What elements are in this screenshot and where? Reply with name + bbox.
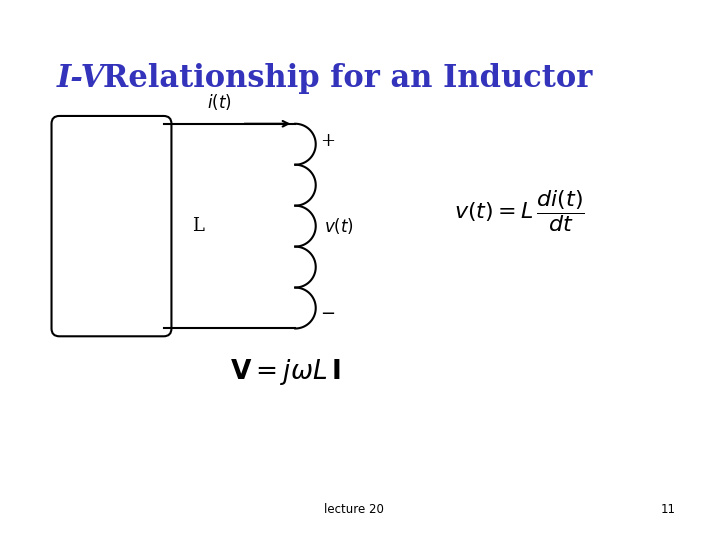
- Text: $\mathbf{V} = j\omega L\,\mathbf{I}$: $\mathbf{V} = j\omega L\,\mathbf{I}$: [230, 357, 341, 387]
- Text: I-V: I-V: [56, 63, 104, 94]
- Text: 11: 11: [660, 503, 675, 516]
- Text: L: L: [192, 217, 204, 235]
- Text: $-$: $-$: [320, 303, 335, 321]
- Text: $v(t)$: $v(t)$: [323, 216, 354, 236]
- Text: $i(t)$: $i(t)$: [207, 92, 232, 112]
- Text: lecture 20: lecture 20: [324, 503, 384, 516]
- Text: +: +: [320, 132, 335, 150]
- Text: $v(t) = L\,\dfrac{di(t)}{dt}$: $v(t) = L\,\dfrac{di(t)}{dt}$: [454, 188, 585, 234]
- FancyBboxPatch shape: [52, 116, 171, 336]
- Text: Relationship for an Inductor: Relationship for an Inductor: [103, 63, 593, 94]
